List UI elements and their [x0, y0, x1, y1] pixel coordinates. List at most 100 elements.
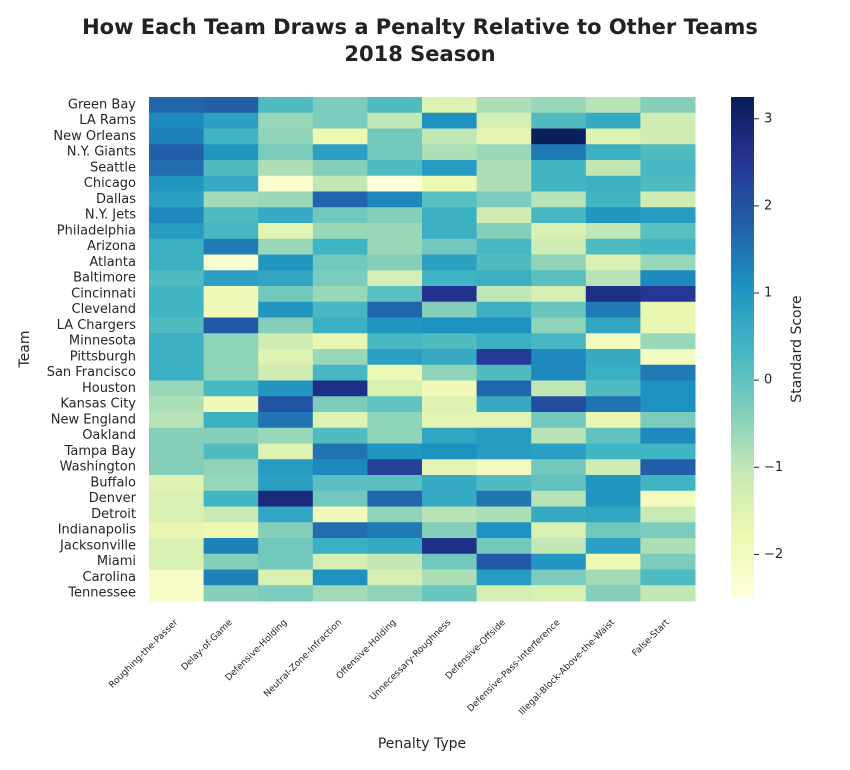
heatmap-cell — [203, 160, 259, 177]
heatmap-cell — [258, 97, 314, 114]
heatmap-cell — [367, 160, 423, 177]
heatmap-cell — [640, 160, 696, 177]
heatmap-cell — [585, 207, 641, 224]
heatmap-cell — [367, 317, 423, 334]
heatmap-cell — [640, 191, 696, 208]
colorbar-tick-label: 1 — [764, 286, 772, 301]
heatmap-cell — [312, 538, 368, 555]
heatmap-cell — [531, 459, 587, 476]
heatmap-cell — [422, 380, 478, 397]
heatmap-cell — [422, 223, 478, 240]
heatmap-cell — [476, 270, 532, 287]
heatmap-cell — [258, 144, 314, 161]
heatmap-cell — [149, 128, 205, 145]
heatmap-cell — [422, 522, 478, 539]
heatmap-cell — [258, 270, 314, 287]
heatmap-cell — [258, 333, 314, 350]
heatmap-cell — [258, 191, 314, 208]
heatmap-cell — [640, 396, 696, 413]
heatmap-cell — [640, 569, 696, 586]
heatmap-cell — [531, 522, 587, 539]
heatmap-cell — [422, 317, 478, 334]
heatmap-cell — [422, 569, 478, 586]
heatmap-cell — [149, 569, 205, 586]
heatmap-cell — [585, 175, 641, 192]
heatmap-cell — [203, 207, 259, 224]
heatmap-cell — [422, 490, 478, 507]
heatmap-cell — [312, 128, 368, 145]
heatmap-cell — [640, 317, 696, 334]
heatmap-cell — [258, 254, 314, 271]
heatmap-cell — [367, 569, 423, 586]
heatmap-cell — [258, 427, 314, 444]
heatmap-cell — [149, 349, 205, 366]
heatmap-cell — [640, 522, 696, 539]
heatmap-cell — [258, 506, 314, 523]
heatmap-cell — [367, 506, 423, 523]
heatmap-cell — [203, 569, 259, 586]
heatmap-cell — [531, 301, 587, 318]
heatmap-cell — [585, 128, 641, 145]
heatmap-cell — [203, 270, 259, 287]
heatmap-cell — [149, 443, 205, 460]
heatmap-cell — [312, 317, 368, 334]
heatmap-cell — [149, 286, 205, 303]
row-label: Houston — [82, 381, 136, 396]
heatmap-cell — [367, 191, 423, 208]
heatmap-cell — [203, 506, 259, 523]
heatmap-cell — [258, 490, 314, 507]
heatmap-cell — [149, 112, 205, 129]
heatmap-cell — [367, 254, 423, 271]
row-label: Denver — [89, 491, 137, 506]
heatmap-cell — [149, 191, 205, 208]
heatmap-cell — [367, 238, 423, 255]
heatmap-cell — [640, 254, 696, 271]
heatmap-cell — [258, 317, 314, 334]
heatmap-cell — [531, 349, 587, 366]
heatmap-cell — [367, 490, 423, 507]
row-label: Baltimore — [73, 271, 136, 286]
heatmap-cell — [531, 160, 587, 177]
heatmap-cell — [422, 412, 478, 429]
heatmap-cell — [531, 475, 587, 492]
heatmap-cell — [312, 238, 368, 255]
heatmap-cell — [585, 569, 641, 586]
heatmap-cell — [258, 223, 314, 240]
heatmap-cell — [585, 364, 641, 381]
heatmap-cell — [476, 538, 532, 555]
row-label: Carolina — [83, 570, 137, 585]
heatmap-cell — [640, 97, 696, 114]
heatmap-cell — [640, 349, 696, 366]
row-label: LA Rams — [79, 113, 136, 128]
heatmap-cell — [203, 443, 259, 460]
heatmap-cell — [203, 490, 259, 507]
heatmap-cell — [367, 427, 423, 444]
heatmap-cell — [258, 112, 314, 129]
heatmap-cell — [312, 490, 368, 507]
heatmap-cell — [476, 553, 532, 570]
heatmap-cell — [312, 364, 368, 381]
heatmap-cell — [203, 522, 259, 539]
heatmap-cell — [367, 412, 423, 429]
heatmap-cell — [476, 506, 532, 523]
heatmap-cell — [640, 301, 696, 318]
row-label: New Orleans — [53, 129, 136, 144]
heatmap-cell — [258, 585, 314, 602]
heatmap-cell — [531, 538, 587, 555]
heatmap-cell — [367, 97, 423, 114]
heatmap-cell — [476, 349, 532, 366]
heatmap-cell — [640, 585, 696, 602]
heatmap-cell — [422, 364, 478, 381]
heatmap-cell — [531, 443, 587, 460]
heatmap-cell — [585, 412, 641, 429]
heatmap-cell — [640, 553, 696, 570]
heatmap-cell — [422, 553, 478, 570]
heatmap-cell — [258, 238, 314, 255]
heatmap-cell — [585, 538, 641, 555]
heatmap-cell — [640, 207, 696, 224]
heatmap-cell — [476, 175, 532, 192]
heatmap-cell — [585, 396, 641, 413]
heatmap-cell — [367, 459, 423, 476]
heatmap-cell — [640, 175, 696, 192]
heatmap-cell — [531, 270, 587, 287]
